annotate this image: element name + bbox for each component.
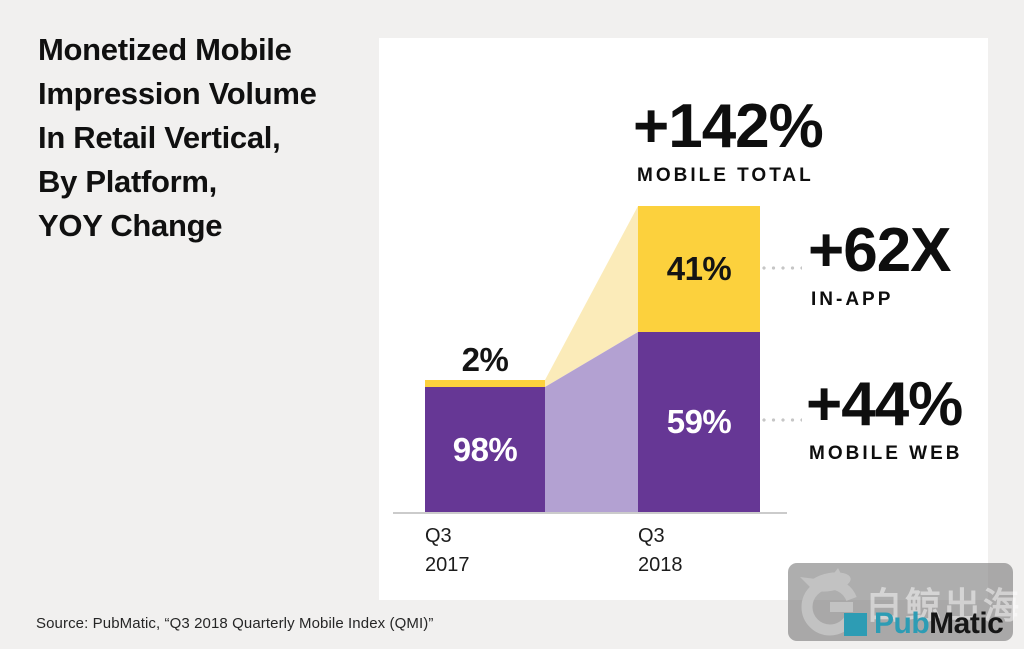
annotation-mobile-web: +44% MOBILE WEB (806, 374, 963, 465)
flow-bands (545, 206, 638, 512)
x-tick-quarter: Q3 (638, 525, 665, 547)
x-tick-q3-2017: Q3 2017 (425, 522, 470, 580)
segment-label-2017-mobile-web: 98% (452, 430, 518, 468)
bar-segment-2018-inapp: 41% (638, 206, 760, 332)
chart-title: Monetized Mobile Impression Volume In Re… (38, 28, 368, 248)
whale-tail (800, 577, 816, 588)
bar-segment-2017-inapp (425, 380, 545, 387)
pubmatic-wordmark: PubMatic (874, 607, 1004, 640)
annotation-inapp-value: +62X (808, 216, 952, 285)
chart-title-line: YOY Change (38, 208, 223, 243)
watermark-cjk-text: 白鲸出海 (866, 585, 1023, 626)
x-tick-year: 2017 (425, 554, 470, 576)
segment-label-2018-mobile-web: 59% (666, 403, 732, 440)
x-tick-q3-2018: Q3 2018 (638, 522, 683, 580)
flow-band-inapp (545, 206, 638, 387)
chart-panel: +142% MOBILE TOTAL 2% 98% 41% 59% Q3 201… (379, 38, 988, 600)
pubmatic-wordmark-matic: Matic (929, 607, 1004, 640)
whale-fin (832, 568, 842, 576)
bar-segment-2018-mobile-web: 59% (638, 332, 760, 512)
bar-segment-2017-mobile-web: 98% (425, 387, 545, 512)
annotation-mobile-total-value: +142% (633, 92, 824, 161)
pubmatic-logo-icon (844, 612, 867, 636)
annotation-inapp: +62X IN-APP (808, 216, 952, 311)
whale-body (809, 572, 851, 592)
chart-title-line: Impression Volume (38, 76, 317, 111)
annotation-mobile-total: +142% MOBILE TOTAL (633, 92, 824, 187)
x-axis-baseline (393, 512, 787, 514)
whale-logo-crossbar (830, 602, 853, 612)
watermark-badge: 白鲸出海 PubMatic (788, 563, 1019, 641)
annotation-mobile-web-value: +44% (806, 370, 963, 439)
x-tick-year: 2018 (638, 554, 683, 576)
leader-line-mobile-web (762, 418, 802, 422)
annotation-inapp-label: IN-APP (811, 289, 894, 310)
chart-title-line: Monetized Mobile (38, 32, 292, 67)
annotation-mobile-web-label: MOBILE WEB (809, 443, 963, 464)
segment-label-2018-inapp: 41% (666, 250, 732, 287)
source-citation: Source: PubMatic, “Q3 2018 Quarterly Mob… (36, 615, 434, 632)
chart-title-line: By Platform, (38, 164, 217, 199)
pubmatic-wordmark-pub: Pub (874, 607, 930, 640)
whale-logo-icon (800, 568, 859, 636)
flow-band-mobile-web (545, 332, 638, 512)
annotation-mobile-total-label: MOBILE TOTAL (637, 165, 814, 186)
segment-label-2017-inapp: 2% (461, 341, 509, 378)
x-tick-quarter: Q3 (425, 525, 452, 547)
chart-title-line: In Retail Vertical, (38, 120, 281, 155)
pubmatic-logo: PubMatic (844, 607, 1004, 640)
leader-line-inapp (762, 266, 802, 270)
